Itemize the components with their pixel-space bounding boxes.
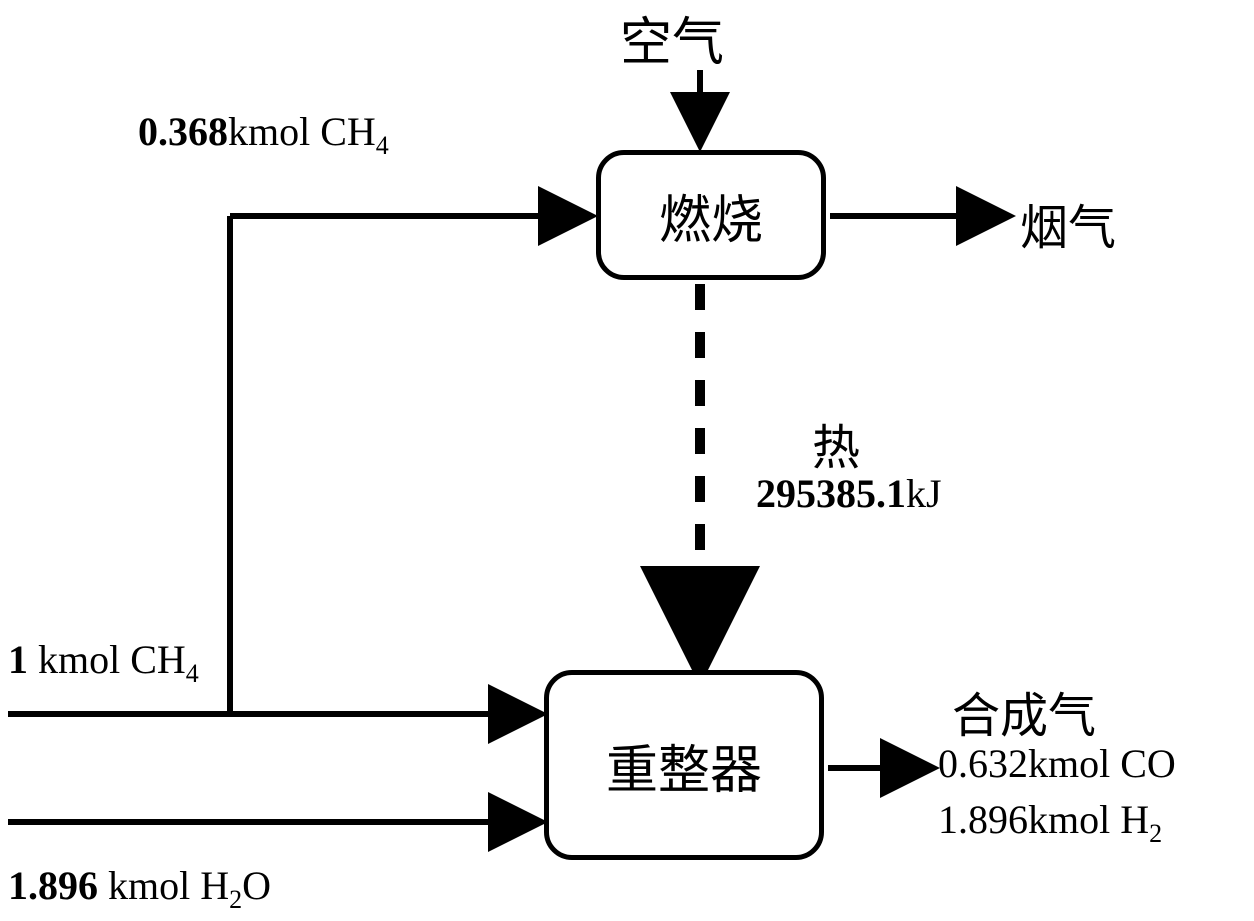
h2o-label: 1.896 kmol H2O (8, 862, 271, 915)
flue-label: 烟气 (1020, 188, 1116, 258)
ch4-bottom-label: 1 kmol CH4 (8, 636, 199, 689)
heat-value-label: 295385.1kJ (756, 470, 942, 517)
air-label: 空气 (620, 0, 724, 75)
reformer-label: 重整器 (606, 728, 762, 803)
syngas-co-label: 0.632kmol CO (938, 740, 1176, 787)
ch4-top-label: 0.368kmol CH4 (138, 108, 389, 161)
reformer-box: 重整器 (544, 670, 824, 860)
combustion-box: 燃烧 (596, 150, 826, 280)
syngas-title-label: 合成气 (952, 676, 1096, 746)
syngas-h2-label: 1.896kmol H2 (938, 796, 1162, 849)
heat-text-label: 热 (812, 408, 860, 478)
combustion-label: 燃烧 (659, 178, 763, 253)
